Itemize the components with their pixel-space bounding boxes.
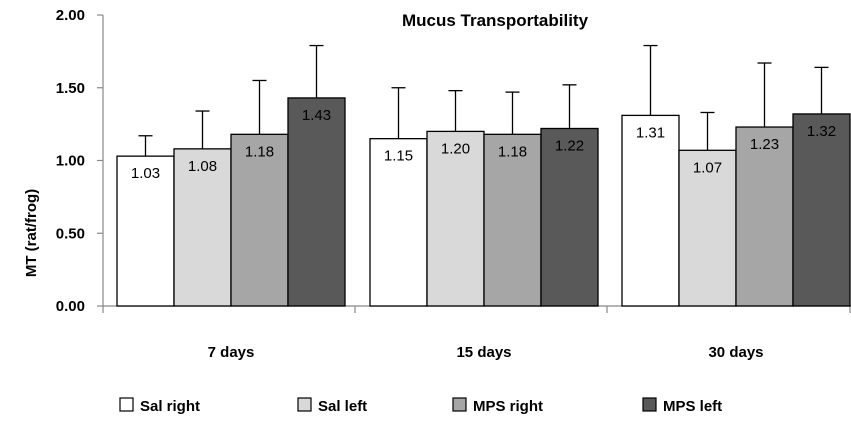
- legend-label: MPS right: [473, 398, 543, 415]
- legend-label: Sal right: [140, 398, 200, 415]
- y-tick-label: 0.50: [56, 225, 85, 242]
- data-label: 1.23: [750, 136, 779, 153]
- bar-mps-left: [287, 97, 346, 307]
- data-label: 1.31: [636, 124, 665, 141]
- legend-swatch: [642, 397, 657, 412]
- bar-sal-left: [678, 149, 737, 307]
- bar-mps-right: [483, 133, 542, 307]
- data-label: 1.32: [807, 123, 836, 140]
- data-label: 1.07: [693, 159, 722, 176]
- bar-sal-right: [116, 155, 175, 307]
- legend-swatch: [452, 397, 467, 412]
- data-label: 1.03: [131, 165, 160, 182]
- data-label: 1.08: [188, 158, 217, 175]
- x-category-label: 15 days: [456, 344, 511, 361]
- bar-sal-left: [426, 130, 485, 307]
- y-tick-label: 0.00: [56, 298, 85, 315]
- bar-mps-right: [230, 133, 289, 307]
- y-tick-label: 2.00: [56, 7, 85, 24]
- data-label: 1.18: [245, 143, 274, 160]
- bar-mps-left: [540, 127, 599, 307]
- y-axis-label: MT (rat/frog): [23, 189, 40, 277]
- data-label: 1.43: [302, 107, 331, 124]
- y-tick-label: 1.50: [56, 80, 85, 97]
- data-label: 1.22: [555, 137, 584, 154]
- legend-label: Sal left: [318, 398, 367, 415]
- data-label: 1.20: [441, 140, 470, 157]
- legend-swatch: [297, 397, 312, 412]
- plot-area: 0.00 0.50 1.00 1.50 2.00 1.03 1.08 1.18 1.43 7 da…: [56, 7, 851, 361]
- y-tick-label: 1.00: [56, 153, 85, 170]
- legend-swatch: [119, 397, 134, 412]
- legend-label: MPS left: [663, 398, 722, 415]
- bar-mps-right: [735, 126, 794, 307]
- bar-sal-right: [369, 138, 428, 307]
- data-label: 1.15: [384, 148, 413, 165]
- bar-mps-left: [792, 113, 851, 307]
- bar-sal-left: [173, 148, 232, 307]
- bar-sal-right: [621, 114, 680, 307]
- legend: Sal right Sal left MPS right MPS left: [119, 397, 722, 415]
- x-category-label: 30 days: [708, 344, 763, 361]
- chart-title: Mucus Transportability: [402, 11, 589, 30]
- data-label: 1.18: [498, 143, 527, 160]
- x-category-label: 7 days: [208, 344, 255, 361]
